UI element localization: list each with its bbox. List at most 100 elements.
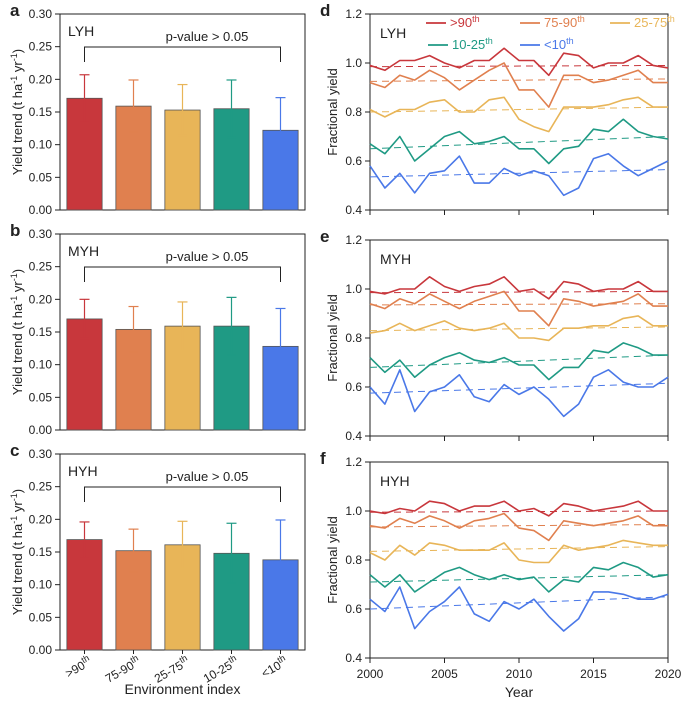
y-tick-label: 0.20 — [29, 72, 53, 86]
legend-label: 10-25th — [452, 36, 493, 52]
legend-label: <10th — [544, 36, 574, 52]
trend-line-2 — [369, 303, 669, 306]
y-tick-label: 0.10 — [29, 578, 53, 592]
significance-bracket — [84, 266, 281, 282]
series-line-4 — [369, 342, 668, 381]
y-tick-label: 0.8 — [345, 105, 362, 119]
panel-letter: c — [10, 441, 19, 460]
series-line-3 — [369, 315, 668, 342]
y-tick-label: 0.05 — [29, 170, 53, 184]
series-line-5 — [369, 586, 669, 632]
y-tick-label: 0.8 — [345, 331, 362, 345]
y-tick-label: 0.8 — [345, 553, 362, 567]
plot-frame — [369, 13, 669, 211]
trend-line-5 — [369, 382, 669, 394]
trend-line-1 — [369, 290, 669, 294]
y-axis-label: Fractional yield — [325, 68, 340, 155]
y-axis-label: Yield trend (t ha-1 yr-1) — [9, 269, 25, 395]
series-line-1 — [369, 275, 668, 300]
y-tick-label: 0.6 — [345, 154, 362, 168]
y-tick-label: 0.05 — [29, 390, 53, 404]
y-tick-label: 0.4 — [345, 429, 362, 443]
series-line-4 — [369, 118, 669, 165]
panel-letter: b — [10, 221, 20, 240]
trend-line-4 — [369, 354, 669, 368]
significance-bracket — [84, 46, 281, 62]
panel-letter: e — [320, 227, 329, 246]
series-line-1 — [369, 500, 668, 517]
legend-label: 75-90th — [544, 14, 585, 30]
p-value-label: p-value > 0.05 — [166, 249, 249, 264]
legend-label: 25-75th — [634, 14, 675, 30]
y-tick-label: 1.0 — [345, 282, 362, 296]
trend-line-3 — [369, 326, 669, 332]
legend-label: >90th — [450, 14, 480, 30]
y-tick-label: 0.15 — [29, 545, 53, 559]
bar-1 — [66, 539, 103, 651]
series-line-3 — [369, 96, 668, 133]
panel-title: LYH — [380, 25, 406, 41]
bar-panel-a: 0.00 0.05 0.10 0.15 0.20 0.25 0.30 p-value > 0.… — [9, 7, 306, 217]
y-tick-label: 0.4 — [345, 651, 362, 665]
y-tick-label: 0.15 — [29, 325, 53, 339]
trend-line-4 — [369, 136, 669, 150]
bar-panel-b: 0.00 0.05 0.10 0.15 0.20 0.25 0.30 p-value > 0.… — [9, 227, 306, 437]
panel-title: LYH — [68, 23, 94, 39]
y-tick-label: 0.00 — [29, 423, 53, 437]
y-tick-label: 0.00 — [29, 203, 53, 217]
y-axis-label: Fractional yield — [325, 294, 340, 381]
y-tick-label: 0.05 — [29, 610, 53, 624]
y-tick-label: 0.6 — [345, 602, 362, 616]
series-line-5 — [369, 152, 669, 197]
y-tick-label: 0.20 — [29, 512, 53, 526]
x-axis-label: Environment index — [125, 681, 241, 697]
x-tick-label: >90th — [62, 653, 94, 681]
series-line-3 — [369, 539, 668, 564]
y-tick-label: 0.10 — [29, 138, 53, 152]
trend-line-5 — [369, 596, 669, 610]
y-tick-label: 0.10 — [29, 358, 53, 372]
trend-line-3 — [369, 546, 669, 552]
series-line-1 — [369, 47, 669, 77]
p-value-label: p-value > 0.05 — [166, 469, 249, 484]
trend-line-1 — [369, 64, 669, 68]
panel-letter: d — [320, 1, 330, 20]
panel-title: MYH — [68, 243, 99, 259]
y-tick-label: 0.00 — [29, 643, 53, 657]
y-tick-label: 1.2 — [345, 455, 362, 469]
series-line-5 — [369, 368, 669, 418]
significance-bracket — [84, 486, 281, 502]
series-line-2 — [369, 62, 668, 108]
panel-title: MYH — [380, 251, 411, 267]
x-axis-label: Year — [505, 684, 534, 700]
y-tick-label: 1.2 — [345, 7, 362, 21]
x-tick-label: 2010 — [506, 667, 533, 681]
y-tick-label: 0.25 — [29, 40, 53, 54]
line-panel-f: 0.4 0.6 0.8 1.0 1.2 2000 2005 2010 2015 2020 Year H… — [325, 455, 682, 700]
trend-line-4 — [369, 574, 669, 583]
y-axis-label: Yield trend (t ha-1 yr-1) — [9, 489, 25, 615]
x-tick-label: 2000 — [357, 667, 384, 681]
y-tick-label: 1.0 — [345, 56, 362, 70]
x-tick-label: 2020 — [655, 667, 682, 681]
bar-panel-c: 0.00 0.05 0.10 0.15 0.20 0.25 0.30 p-value > 0.… — [9, 447, 306, 697]
x-tick-label: 2005 — [431, 667, 458, 681]
panel-title: HYH — [68, 463, 98, 479]
trend-line-5 — [369, 169, 669, 178]
trend-line-2 — [369, 78, 669, 82]
y-axis-label: Yield trend (t ha-1 yr-1) — [9, 49, 25, 175]
y-tick-label: 1.0 — [345, 504, 362, 518]
panel-title: HYH — [380, 473, 410, 489]
y-tick-label: 0.30 — [29, 447, 53, 461]
series-line-2 — [369, 512, 668, 542]
line-panel-e: 0.4 0.6 0.8 1.0 1.2 MYH Fractional yield — [325, 233, 669, 443]
panel-letter: f — [320, 449, 326, 468]
series-line-4 — [369, 561, 669, 593]
y-tick-label: 0.6 — [345, 380, 362, 394]
trend-line-1 — [369, 510, 669, 513]
series-line-2 — [369, 290, 668, 327]
y-tick-label: 0.25 — [29, 260, 53, 274]
x-tick-label: 2015 — [580, 667, 607, 681]
p-value-label: p-value > 0.05 — [166, 29, 249, 44]
panel-letter: a — [10, 1, 20, 20]
